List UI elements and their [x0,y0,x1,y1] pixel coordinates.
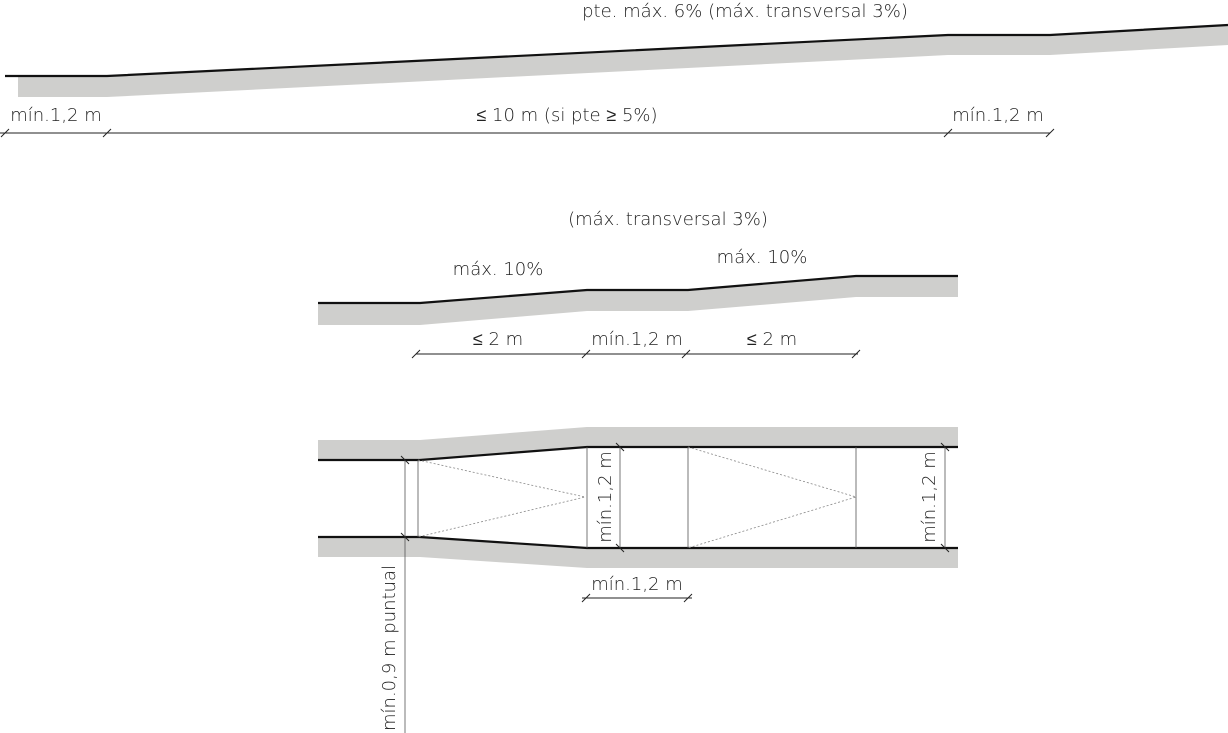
slope-arrow [417,459,586,538]
dimension-label: ≤ 10 m (si pte ≥ 5%) [476,105,657,126]
dimension-label: mín.1,2 m [591,329,683,350]
wall [318,427,958,460]
plan-edge [318,535,958,550]
ticks [400,442,950,553]
width-label: mín.1,2 m [595,451,616,543]
width-label: mín.1,2 m [919,451,940,543]
slope-label: máx. 10% [717,247,808,268]
ramp-edge [5,23,1228,78]
dimension-label: ≤ 2 m [473,329,523,350]
plan-lines [404,447,946,733]
wall [318,537,958,568]
plan-edge [318,445,958,462]
slope-arrow [687,446,858,549]
narrowing-label: mín.0,9 m puntual [379,565,400,731]
label: (máx. transversal 3%) [568,209,768,230]
dimension-label: mín.1,2 m [591,574,683,595]
ticks [411,349,861,359]
slab [18,25,1228,97]
dimension-label: mín.1,2 m [10,105,102,126]
ramp-edge [318,274,958,305]
slope-label: máx. 10% [453,259,544,280]
dimension-label: ≤ 2 m [747,329,797,350]
ticks [581,593,693,603]
label: pte. máx. 6% (máx. transversal 3%) [582,1,908,22]
dimension-label: mín.1,2 m [952,105,1044,126]
ticks [0,128,1055,138]
slab [318,276,958,325]
